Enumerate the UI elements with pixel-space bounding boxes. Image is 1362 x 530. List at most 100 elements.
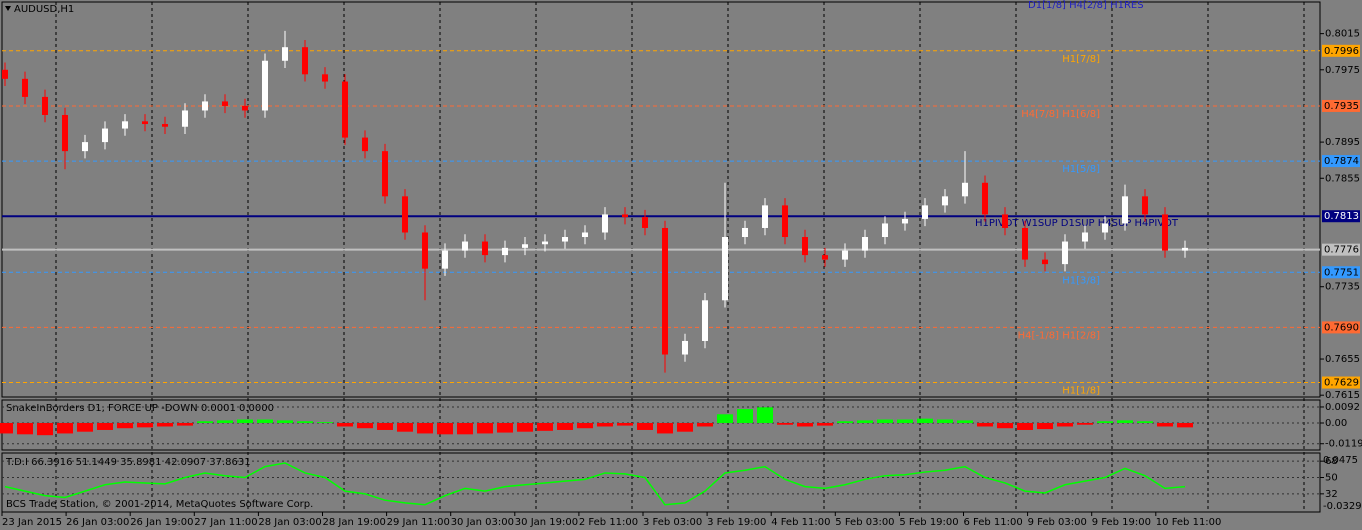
candle-body	[662, 227, 668, 355]
candle-body	[1142, 196, 1148, 215]
histogram-bar	[17, 422, 33, 435]
x-tick-label: 27 Jan 11:00	[194, 517, 257, 528]
histogram-bar	[1037, 422, 1053, 430]
level-tag: 0.7629	[1324, 378, 1359, 389]
candle-body	[962, 182, 968, 197]
histogram-bar	[277, 420, 293, 423]
histogram-bar	[957, 420, 973, 423]
histogram-bar	[797, 422, 813, 427]
x-tick-label: 29 Jan 11:00	[387, 517, 450, 528]
candle-body	[1082, 232, 1088, 242]
candle-body	[362, 137, 368, 152]
x-tick-label: 5 Feb 03:00	[835, 517, 894, 528]
histogram-bar	[257, 419, 273, 423]
histogram-bar	[397, 422, 413, 432]
candle-body	[1162, 214, 1168, 251]
x-tick-label: 5 Feb 19:00	[899, 517, 958, 528]
candle-body	[802, 237, 808, 256]
candle-body	[1122, 196, 1128, 224]
candle-body	[822, 255, 828, 260]
candle-body	[582, 232, 588, 238]
candle-body	[942, 196, 948, 206]
histogram-bar	[457, 422, 473, 435]
level-tag-box	[1322, 210, 1360, 223]
level-tag-box	[1322, 155, 1360, 168]
candle-body	[562, 237, 568, 242]
histogram-bar	[577, 422, 593, 429]
tdi-title: T.D.I 66.3916 51.1449 35.8981 42.0907 37…	[5, 457, 251, 468]
level-tag: 0.7996	[1324, 46, 1359, 57]
histogram-bar	[77, 422, 93, 432]
candle-body	[422, 232, 428, 269]
candle-body	[762, 205, 768, 228]
histogram-bar	[97, 422, 113, 430]
histogram-bar	[1117, 420, 1133, 423]
candle-body	[22, 78, 28, 97]
level-tag-box	[1322, 266, 1360, 279]
x-tick-label: 30 Jan 03:00	[451, 517, 514, 528]
level-name: H1[5/8]	[1062, 164, 1100, 175]
footer: BCS Trade Station, © 2001-2014, MetaQuot…	[6, 499, 313, 510]
y-tick-label: 0.7655	[1325, 354, 1360, 365]
x-tick-label: 9 Feb 03:00	[1028, 517, 1087, 528]
candle-body	[642, 217, 648, 228]
histogram-bar	[697, 422, 713, 427]
x-tick-label: 28 Jan 03:00	[258, 517, 321, 528]
candle-body	[902, 218, 908, 224]
histogram-bar	[337, 422, 353, 427]
histogram-bar	[137, 422, 153, 428]
y-tick-label: 0.8015	[1325, 29, 1360, 40]
y-tick-label: 0.7615	[1325, 390, 1360, 401]
x-tick-label: 10 Feb 11:00	[1156, 517, 1222, 528]
symbol-marker	[5, 6, 11, 11]
histogram-bar	[657, 422, 673, 434]
candle-body	[1182, 247, 1188, 251]
level-tag-box	[1322, 321, 1360, 334]
x-tick-label: 30 Jan 19:00	[515, 517, 578, 528]
level-tag-box	[1322, 243, 1360, 256]
histogram-bar	[997, 422, 1013, 429]
top-note: D1[1/8] H4[2/8] H1RES	[1028, 0, 1144, 11]
histogram-bar	[217, 420, 233, 423]
level-tag-box	[1322, 44, 1360, 57]
tdi-axis-note: -0.0329	[1323, 501, 1362, 512]
candle-body	[182, 110, 188, 127]
candle-body	[222, 101, 228, 106]
level-name: H4[7/8] H1[6/8]	[1021, 109, 1100, 120]
histogram-bar	[757, 407, 773, 423]
candle-body	[302, 47, 308, 75]
tdi-axis-note: 0.0475	[1323, 455, 1358, 466]
candle-body	[882, 223, 888, 238]
candle-body	[682, 340, 688, 355]
candle-body	[502, 247, 508, 256]
histogram-bar	[177, 422, 193, 426]
y-tick-label: 0.0092	[1325, 402, 1360, 413]
main-panel	[1, 1, 1321, 398]
histogram-bar	[777, 422, 793, 425]
y-tick-label: 50	[1325, 473, 1338, 484]
candle-body	[122, 121, 128, 129]
histogram-bar	[1057, 422, 1073, 427]
candle-body	[722, 237, 728, 301]
candle-body	[402, 196, 408, 233]
tdi-panel	[1, 452, 1321, 513]
candle-body	[142, 121, 148, 125]
candle-body	[282, 47, 288, 61]
x-tick-label: 6 Feb 11:00	[964, 517, 1023, 528]
candle-body	[1102, 223, 1108, 233]
histogram-bar	[597, 422, 613, 427]
candle-body	[82, 142, 88, 152]
level-name: H1[7/8]	[1062, 54, 1100, 65]
histogram-bar	[637, 422, 653, 430]
histogram-bar	[837, 421, 853, 423]
histogram-bar	[617, 422, 633, 426]
level-tag-box	[1322, 99, 1360, 112]
candle-body	[982, 182, 988, 215]
candle-body	[262, 60, 268, 111]
histogram-bar	[737, 409, 753, 423]
candle-body	[1062, 241, 1068, 265]
histogram-bar	[1017, 422, 1033, 430]
chart-title: AUDUSD,H1	[14, 4, 74, 15]
